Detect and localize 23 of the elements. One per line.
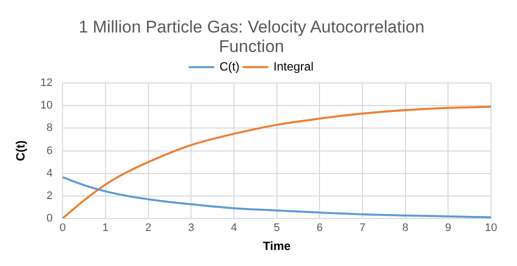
y-tick-label: 4 [46, 167, 53, 180]
y-tick-label: 12 [40, 77, 53, 90]
x-tick-label: 6 [316, 222, 323, 234]
y-tick-label: 0 [46, 212, 53, 224]
x-tick-label: 0 [60, 222, 66, 234]
y-tick-label: 8 [46, 122, 53, 134]
y-tick-label: 6 [46, 144, 53, 157]
chart-title: 1 Million Particle Gas: Velocity Autocorrelation Function [78, 17, 424, 56]
x-tick-label: 2 [145, 222, 152, 234]
y-tick-label: 10 [40, 100, 53, 112]
x-tick-label: 8 [402, 222, 408, 234]
x-axis-title: Time [262, 239, 292, 254]
x-tick-label: 4 [230, 222, 238, 234]
x-tick-label: 10 [484, 222, 498, 234]
y-tick-label: 2 [46, 190, 53, 202]
x-tick-label: 5 [274, 222, 280, 234]
legend-label: C(t) [219, 59, 240, 74]
x-tick-label: 3 [188, 222, 194, 234]
x-tick-label: 9 [445, 222, 452, 234]
x-tick-label: 7 [359, 222, 366, 234]
y-axis-title: C(t) [14, 140, 28, 162]
x-tick-label: 1 [102, 222, 109, 234]
legend-label: Integral [273, 59, 314, 74]
